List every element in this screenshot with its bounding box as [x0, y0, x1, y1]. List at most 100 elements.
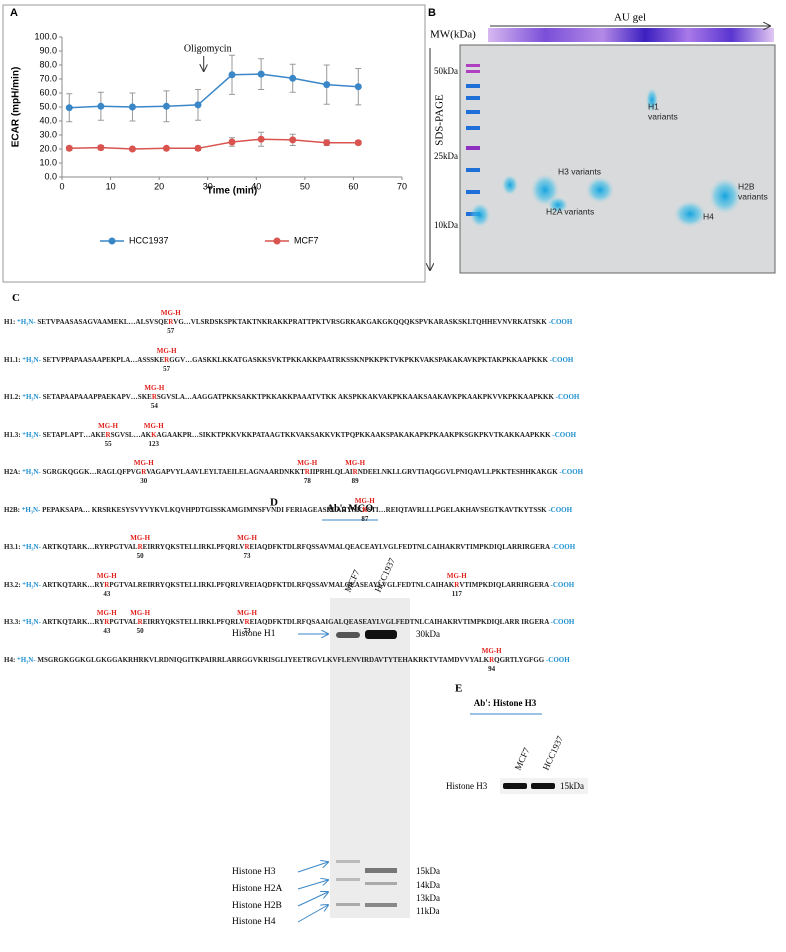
modified-site: R MG-H 73: [237, 609, 257, 635]
blot-e-labels: MCF7 HCC1937: [513, 734, 566, 772]
au-label: AU gel: [614, 12, 646, 24]
band: [503, 783, 527, 789]
sequence-text: VAGAPVYLAAVLEYLTAEILELAGNAARDNKKT: [146, 468, 305, 476]
sequence-text: SETAPLAPT…AKE: [42, 430, 106, 439]
lane-label: MCF7: [513, 746, 532, 772]
sequence-text: PGTVALREIRRYQKSTELLIRKLPFQRLVREIAQDFKTDL…: [109, 580, 455, 589]
site-label: MG-H: [237, 534, 257, 542]
site-label: MG-H: [481, 646, 502, 655]
legend-marker: [108, 237, 116, 245]
y-tick-label: 10.0: [39, 157, 57, 167]
marker-label: 14kDa: [416, 880, 440, 890]
site-label: MG-H: [345, 459, 366, 467]
sequence-text: QGRTLYGFGG: [494, 655, 545, 664]
legend-label: MCF7: [294, 235, 319, 245]
band-arrow: [297, 880, 328, 890]
marker: [257, 135, 265, 143]
marker: [354, 83, 362, 91]
site-label: MG-H: [297, 459, 318, 467]
residue: R: [352, 468, 358, 476]
marker-label: 10kDa: [434, 220, 458, 230]
c-terminus: -COOH: [559, 468, 584, 476]
panel-label: B: [428, 7, 436, 19]
site-label: MG-H: [130, 609, 151, 617]
site-position: 57: [163, 364, 171, 373]
band-label: Histone H3: [446, 781, 488, 791]
sequence-panel: C H1: ⁺H₃N- SETVPAASASAGVAAMEKL…ALSVSQER…: [4, 290, 782, 680]
site-position: 30: [140, 477, 148, 485]
site-label: MG-H: [156, 346, 177, 355]
modified-site: R MG-H 50: [130, 534, 150, 560]
modified-site: R MG-H 94: [482, 647, 502, 673]
band-arrow: [297, 905, 328, 923]
gel-2d: [459, 44, 776, 274]
marker: [162, 102, 170, 110]
c-terminus: -COOH: [552, 430, 577, 439]
y-tick-label: 100.0: [34, 31, 57, 41]
n-terminus: ⁺H₃N-: [22, 618, 41, 626]
au-gel-strip: [488, 28, 774, 42]
modified-site: R MG-H 30: [134, 459, 154, 485]
site-label: MG-H: [96, 609, 117, 617]
site-position: 43: [103, 627, 111, 635]
chart-a: 0.0 10.0 20.0 30.0 40.0 50.0 60.0 70.0 80.0 90.0 1…: [34, 31, 407, 245]
residue: R: [164, 355, 170, 364]
site-position: 50: [136, 627, 144, 635]
band-arrow: [297, 862, 328, 873]
sequence-row: H1.1: ⁺H₃N- SETVPPAPAASAAPEKPLA…ASSSKER M…: [4, 347, 573, 373]
sequence-text: PGTVAL: [109, 618, 138, 626]
marker-label: 15kDa: [560, 781, 584, 791]
sequence-row: H3.3: ⁺H₃N- ARTKQTARK…RYR MG-H 43 PGTVALR MG…: [4, 609, 574, 635]
x-tick-label: 60: [348, 181, 358, 191]
protein-name: H4:: [4, 655, 16, 664]
site-position: 87: [361, 514, 369, 523]
spot-label: H1: [648, 101, 659, 111]
protein-name: H2A:: [4, 468, 21, 476]
band-label: Histone H1: [232, 629, 276, 639]
modified-site: R MG-H 43: [97, 609, 117, 635]
marker: [65, 104, 73, 112]
modified-site: R MG-H 89: [345, 459, 365, 485]
site-label: MG-H: [160, 309, 181, 317]
site-position: 57: [167, 327, 175, 335]
panel-a-frame: [2, 4, 426, 283]
spot-label: H3 variants: [558, 166, 601, 176]
spot-label: variants: [738, 191, 768, 201]
y-tick-label: 40.0: [39, 115, 57, 125]
sequence-text: MSGRGKGGKGLGKGGAKRHRKVLRDNIQGITKPAIRRLAR…: [37, 655, 490, 664]
antibody-label: Ab': MGO: [327, 503, 374, 514]
protein-spots: [470, 88, 741, 227]
marker: [97, 144, 105, 152]
n-terminus: ⁺H₃N-: [17, 318, 36, 326]
site-label: MG-H: [354, 496, 375, 505]
residue: R: [244, 618, 250, 626]
protein-name: H1.1:: [4, 355, 21, 364]
y-axis-label: ECAR (mpH/min): [11, 67, 22, 148]
legend-marker: [273, 237, 281, 245]
marker: [228, 71, 236, 79]
sequence-row: H1.2: ⁺H₃N- SETAPAAPAAAPPAEKAPV…SKER MG-H…: [4, 384, 579, 410]
sequence-text: ARTKQTARK…RYRPGTVAL: [42, 543, 138, 551]
sequence-text: GGV…GASKKLKKATGASKKSVKTPKKAKKPAATRKSSKNP…: [169, 355, 548, 364]
marker: [65, 144, 73, 152]
modified-site: R MG-H 55: [98, 422, 118, 448]
sequence-row: H4: ⁺H₃N- MSGRGKGGKGLGKGGAKRHRKVLRDNIQGI…: [4, 647, 570, 673]
sequence-text: SGRGKQGGK…RAGLQFPVG: [42, 468, 142, 476]
marker: [128, 145, 136, 153]
y-tick-label: 90.0: [39, 45, 57, 55]
residue: R: [137, 618, 143, 626]
marker: [97, 102, 105, 110]
modified-site: R MG-H 57: [157, 347, 177, 373]
marker-label: 50kDa: [434, 66, 458, 76]
site-position: 73: [243, 552, 251, 560]
marker: [194, 101, 202, 109]
sequence-text: SETAPAAPAAAPPAEKAPV…SKE: [42, 393, 152, 401]
residue: R: [104, 618, 110, 626]
c-terminus: -COOH: [551, 543, 576, 551]
marker-label: 30kDa: [416, 629, 440, 639]
sequence-text: EIRRYQKSTELLIRKLPFQRLV: [142, 618, 245, 626]
sequence-text: VTIMPKDIQLARRIRGERA: [459, 580, 549, 589]
sequence-row: H1: ⁺H₃N- SETVPAASASAGVAAMEKL…ALSVSQER MG…: [4, 309, 572, 335]
site-position: 123: [148, 439, 160, 448]
sequence-text: SETVPAASASAGVAAMEKL…ALSVSQE: [37, 318, 169, 326]
